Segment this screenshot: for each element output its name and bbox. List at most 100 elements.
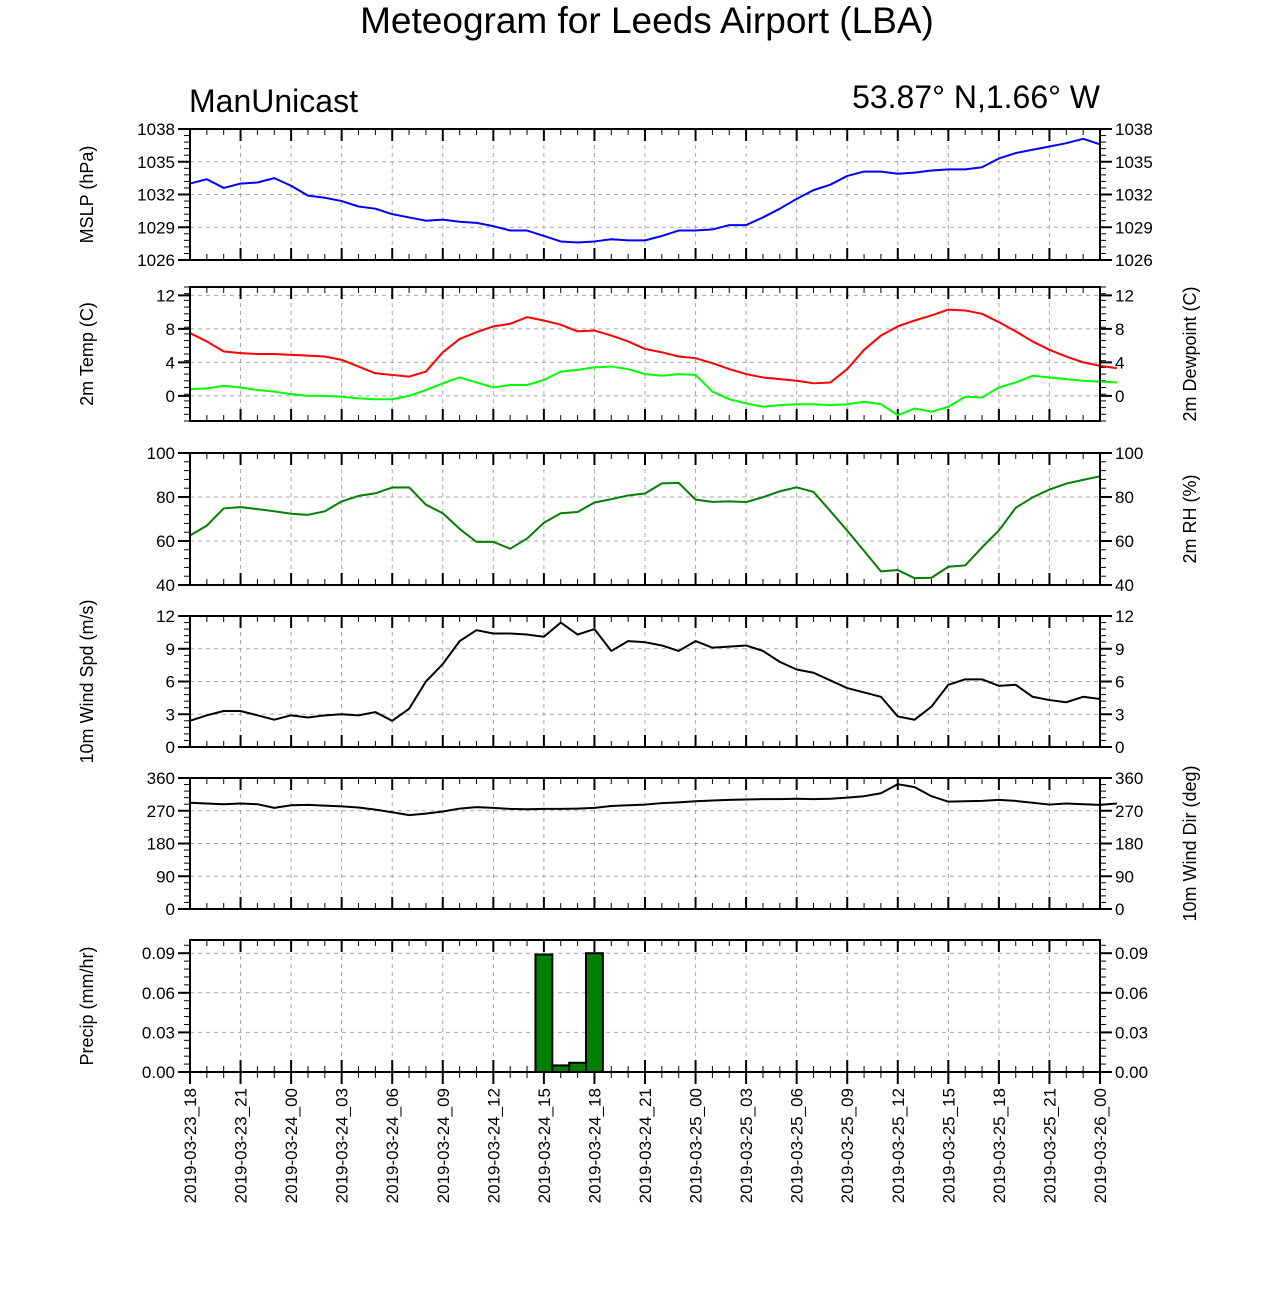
- ytick-label-left: 6: [166, 673, 175, 692]
- precip-bar: [585, 952, 604, 1074]
- x-axis: 2019-03-23_18 2019-03-23_21 2019-03-24_00 2…: [181, 1088, 1110, 1203]
- xtick-label: 2019-03-23_21: [232, 1088, 251, 1203]
- ytick-label-left: 8: [166, 320, 175, 339]
- ytick-label-left: 60: [156, 532, 175, 551]
- ytick-label-right: 0.06: [1115, 984, 1148, 1003]
- xtick-label: 2019-03-25_09: [838, 1088, 857, 1203]
- xtick-label: 2019-03-24_00: [282, 1088, 301, 1203]
- ytick-label-right: 100: [1115, 444, 1143, 463]
- panel-wspd: 0 0 3 3 6 6 9 9 12 12 10m Wind Spd (m/s): [77, 599, 1134, 763]
- ytick-label-right: 12: [1115, 286, 1134, 305]
- ytick-label-left: 3: [166, 705, 175, 724]
- ytick-label-right: 0.03: [1115, 1023, 1148, 1042]
- xtick-label: 2019-03-25_00: [687, 1088, 706, 1203]
- xtick-label: 2019-03-24_09: [434, 1088, 453, 1203]
- ytick-label-right: 0.00: [1115, 1063, 1148, 1082]
- ylabel-left-mslp: MSLP (hPa): [77, 146, 97, 244]
- ylabel-left-temp: 2m Temp (C): [77, 302, 97, 406]
- ytick-label-left: 80: [156, 488, 175, 507]
- xtick-label: 2019-03-25_03: [737, 1088, 756, 1203]
- precip-bar: [568, 1061, 588, 1074]
- precip-bar: [534, 953, 554, 1074]
- chart-location-label: 53.87° N,1.66° W: [852, 79, 1101, 115]
- series-line-wdir-0: [189, 783, 1117, 817]
- ytick-label-left: 0.06: [142, 984, 175, 1003]
- chart-title: Meteogram for Leeds Airport (LBA): [360, 0, 934, 41]
- ytick-label-right: 0: [1115, 900, 1124, 919]
- ytick-label-right: 40: [1115, 576, 1134, 595]
- series-line-rh-0: [189, 475, 1101, 580]
- ytick-label-left: 1029: [137, 218, 175, 237]
- ytick-label-right: 0: [1115, 387, 1124, 406]
- ytick-label-left: 100: [147, 444, 175, 463]
- ytick-label-left: 0.09: [142, 944, 175, 963]
- ytick-label-left: 12: [156, 607, 175, 626]
- ylabel-left-wspd: 10m Wind Spd (m/s): [77, 599, 97, 763]
- ylabel-right-rh: 2m RH (%): [1180, 475, 1200, 564]
- xtick-label: 2019-03-25_06: [788, 1088, 807, 1203]
- ytick-label-right: 0: [1115, 738, 1124, 757]
- ytick-label-right: 90: [1115, 867, 1134, 886]
- ytick-label-right: 9: [1115, 640, 1124, 659]
- chart-source-label: ManUnicast: [189, 83, 358, 119]
- ytick-label-right: 60: [1115, 532, 1134, 551]
- ytick-label-left: 360: [147, 769, 175, 788]
- ylabel-right-temp: 2m Dewpoint (C): [1180, 286, 1200, 421]
- ytick-label-left: 180: [147, 835, 175, 854]
- ytick-label-left: 0.00: [142, 1063, 175, 1082]
- ytick-label-left: 12: [156, 286, 175, 305]
- ytick-label-left: 0: [166, 387, 175, 406]
- panel-rh: 40 40 60 60 80 80 100 100 2m RH (%): [147, 444, 1200, 595]
- series-line-wspd-0: [189, 621, 1101, 722]
- ytick-label-right: 4: [1115, 353, 1124, 372]
- ytick-label-left: 40: [156, 576, 175, 595]
- xtick-label: 2019-03-23_18: [181, 1088, 200, 1203]
- xtick-label: 2019-03-24_21: [636, 1088, 655, 1203]
- ytick-label-left: 1038: [137, 120, 175, 139]
- ylabel-right-wdir: 10m Wind Dir (deg): [1180, 765, 1200, 921]
- panel-mslp: 1026 1026 1029 1029 1032 1032 1035 1035 1038 1038…: [77, 120, 1153, 270]
- panel-frame: [189, 286, 1101, 422]
- panel-precip: 0.00 0.00 0.03 0.03 0.06 0.06 0.09 0.09 Precip (…: [77, 939, 1148, 1084]
- panel-frame: [189, 452, 1101, 586]
- series-line-temp-0: [189, 308, 1117, 385]
- ytick-label-right: 3: [1115, 705, 1124, 724]
- panel-wdir: 0 0 90 90 180 180 270 270 360 360 10m Wind Dir (de…: [147, 765, 1200, 921]
- panel-temp: 0 0 4 4 8 8 12 12 2m Temp (C) 2m Dewpoint (C): [77, 286, 1200, 422]
- panel-frame: [189, 128, 1101, 261]
- xtick-label: 2019-03-26_00: [1091, 1088, 1110, 1203]
- xtick-label: 2019-03-24_15: [535, 1088, 554, 1203]
- ytick-label-right: 80: [1115, 488, 1134, 507]
- panel-frame: [189, 939, 1101, 1073]
- xtick-label: 2019-03-25_12: [889, 1088, 908, 1203]
- ytick-label-right: 6: [1115, 673, 1124, 692]
- xtick-label: 2019-03-24_18: [585, 1088, 604, 1203]
- ylabel-left-precip: Precip (mm/hr): [77, 946, 97, 1065]
- ytick-label-left: 9: [166, 640, 175, 659]
- panel-frame: [189, 777, 1101, 910]
- ytick-label-right: 8: [1115, 320, 1124, 339]
- ytick-label-right: 360: [1115, 769, 1143, 788]
- series-line-temp-1: [189, 365, 1117, 417]
- ytick-label-left: 1035: [137, 153, 175, 172]
- xtick-label: 2019-03-25_18: [990, 1088, 1009, 1203]
- ytick-label-left: 0: [166, 900, 175, 919]
- ytick-label-right: 1035: [1115, 153, 1153, 172]
- ytick-label-right: 1029: [1115, 218, 1153, 237]
- ytick-label-right: 0.09: [1115, 944, 1148, 963]
- ytick-label-right: 12: [1115, 607, 1134, 626]
- ytick-label-left: 0: [166, 738, 175, 757]
- xtick-label: 2019-03-25_21: [1040, 1088, 1059, 1203]
- series-line-mslp-0: [189, 137, 1101, 244]
- panels: 1026 1026 1029 1029 1032 1032 1035 1035 1038 1038…: [77, 120, 1200, 1084]
- ytick-label-left: 0.03: [142, 1023, 175, 1042]
- ytick-label-left: 4: [166, 353, 175, 372]
- ytick-label-right: 270: [1115, 802, 1143, 821]
- xtick-label: 2019-03-25_15: [939, 1088, 958, 1203]
- ytick-label-left: 90: [156, 867, 175, 886]
- ytick-label-right: 1026: [1115, 251, 1153, 270]
- xtick-label: 2019-03-24_03: [333, 1088, 352, 1203]
- ytick-label-left: 1026: [137, 251, 175, 270]
- xtick-label: 2019-03-24_06: [383, 1088, 402, 1203]
